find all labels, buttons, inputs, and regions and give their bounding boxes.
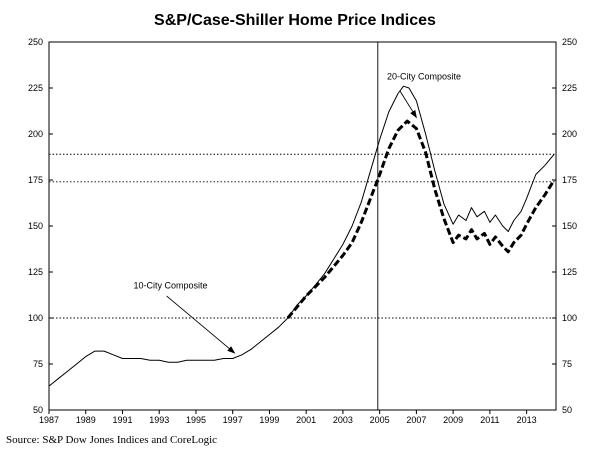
chart-title: S&P/Case-Shiller Home Price Indices bbox=[154, 12, 436, 29]
y-tick-label-right-7: 225 bbox=[562, 83, 577, 93]
x-tick-label-5: 1997 bbox=[223, 415, 243, 425]
y-tick-label-left-4: 150 bbox=[28, 221, 43, 231]
annotation-20-city-arrow bbox=[399, 90, 417, 119]
y-tick-label-left-1: 75 bbox=[33, 359, 43, 369]
y-tick-label-right-3: 125 bbox=[562, 267, 577, 277]
y-tick-label-left-8: 250 bbox=[28, 37, 43, 47]
annotation-10-city-arrow bbox=[166, 295, 236, 354]
plot-frame bbox=[48, 41, 557, 411]
y-tick-label-right-0: 50 bbox=[562, 405, 572, 415]
y-tick-label-right-6: 200 bbox=[562, 129, 577, 139]
x-tick-label-10: 2007 bbox=[406, 415, 426, 425]
x-tick-label-7: 2001 bbox=[296, 415, 316, 425]
x-tick-label-3: 1993 bbox=[149, 415, 169, 425]
y-tick-label-left-6: 200 bbox=[28, 129, 43, 139]
x-tick-label-1: 1989 bbox=[76, 415, 96, 425]
x-tick-label-12: 2011 bbox=[480, 415, 499, 425]
x-tick-label-9: 2005 bbox=[370, 415, 390, 425]
y-tick-label-left-3: 125 bbox=[28, 267, 43, 277]
series-line-1 bbox=[286, 119, 556, 319]
y-tick-label-right-2: 100 bbox=[562, 313, 577, 323]
y-tick-label-left-5: 175 bbox=[28, 175, 43, 185]
x-tick-label-2: 1991 bbox=[112, 415, 132, 425]
x-tick-label-13: 2013 bbox=[517, 415, 537, 425]
y-tick-label-left-2: 100 bbox=[28, 313, 43, 323]
x-tick-label-4: 1995 bbox=[186, 415, 206, 425]
series-line-0 bbox=[48, 85, 555, 387]
x-tick-label-0: 1987 bbox=[39, 415, 59, 425]
y-tick-label-right-5: 175 bbox=[562, 175, 577, 185]
x-tick-label-11: 2009 bbox=[443, 415, 463, 425]
annotation-20-city-label: 20-City Composite bbox=[387, 72, 461, 82]
y-tick-label-right-8: 250 bbox=[562, 37, 577, 47]
x-tick-label-6: 1999 bbox=[259, 415, 279, 425]
y-tick-label-left-0: 50 bbox=[33, 405, 43, 415]
y-tick-label-left-7: 225 bbox=[28, 83, 43, 93]
source-note: Source: S&P Dow Jones Indices and CoreLo… bbox=[6, 434, 218, 446]
y-tick-label-right-1: 75 bbox=[562, 359, 572, 369]
annotation-10-city-label: 10-City Composite bbox=[134, 281, 208, 291]
x-tick-label-8: 2003 bbox=[333, 415, 353, 425]
y-tick-label-right-4: 150 bbox=[562, 221, 577, 231]
